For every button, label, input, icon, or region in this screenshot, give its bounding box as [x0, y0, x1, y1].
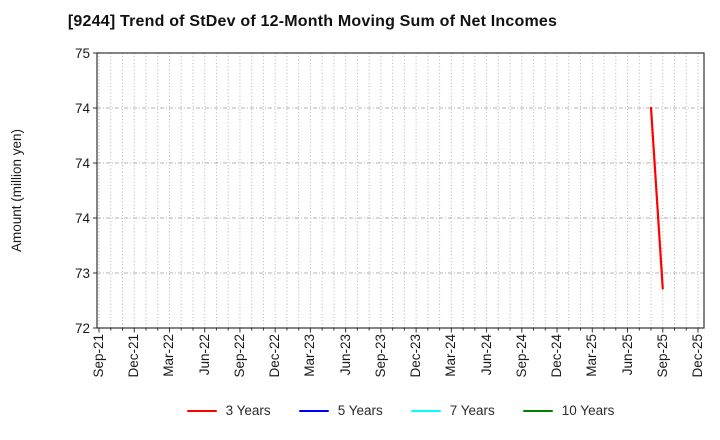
legend-label: 5 Years: [337, 403, 383, 418]
legend-label: 10 Years: [561, 403, 615, 418]
series-line-3-years: [649, 106, 664, 290]
x-tick-label: Dec-21: [126, 334, 142, 378]
x-tick-label: Jun-25: [619, 334, 635, 376]
legend-line-swatch: [186, 409, 217, 412]
y-tick-label: 74: [74, 100, 90, 116]
legend-line-swatch: [298, 409, 329, 412]
legend-line-swatch: [522, 409, 553, 412]
y-axis-label: Amount (million yen): [9, 128, 24, 253]
x-tick-label: Sep-21: [91, 334, 106, 378]
x-tick-label: Mar-25: [584, 334, 600, 377]
x-tick-label: Dec-25: [690, 334, 705, 378]
x-tick-label: Jun-24: [478, 334, 494, 376]
legend-line-swatch: [410, 409, 441, 412]
plot-border: [96, 52, 705, 329]
y-tick-label: 75: [74, 45, 90, 61]
x-tick-label: Sep-24: [513, 334, 529, 378]
legend: 3 Years 5 Years 7 Years 10 Years: [97, 403, 704, 418]
y-tick-label: 74: [74, 210, 90, 226]
x-tick-label: Mar-22: [161, 334, 177, 377]
x-tick-label: Sep-23: [372, 334, 388, 378]
y-tick-label: 74: [74, 155, 90, 171]
legend-item-3-years: 3 Years: [186, 403, 271, 418]
x-tick-label: Jun-22: [196, 334, 212, 376]
x-tick-label: Mar-23: [302, 334, 318, 377]
x-tick-label: Dec-24: [549, 334, 565, 378]
x-tick-label: Dec-23: [408, 334, 424, 378]
x-tick-label: Sep-25: [654, 334, 670, 378]
x-tick-label: Sep-22: [231, 334, 247, 378]
x-tick-label: Dec-22: [267, 334, 283, 378]
legend-label: 3 Years: [225, 403, 271, 418]
legend-label: 7 Years: [449, 403, 495, 418]
y-tick-label: 73: [74, 265, 90, 281]
x-tick-label: Jun-23: [337, 334, 353, 376]
chart-title: [9244] Trend of StDev of 12-Month Moving…: [67, 13, 558, 30]
x-tick-label: Mar-24: [443, 334, 459, 377]
y-tick-label: 72: [74, 320, 90, 336]
legend-item-10-years: 10 Years: [522, 403, 615, 418]
legend-item-7-years: 7 Years: [410, 403, 495, 418]
legend-item-5-years: 5 Years: [298, 403, 383, 418]
